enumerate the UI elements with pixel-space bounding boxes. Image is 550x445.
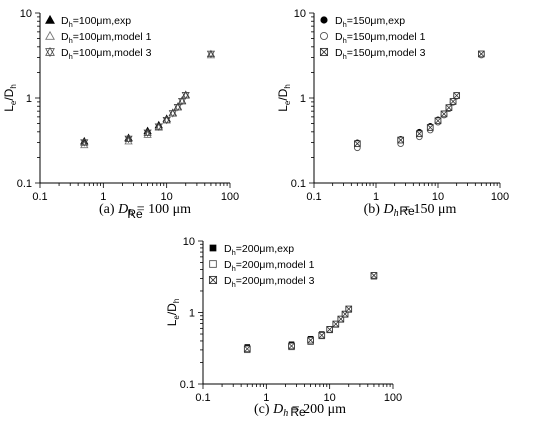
y-axis-label: Le/Dh (2, 84, 18, 112)
y-axis-label: Le/Dh (165, 299, 181, 327)
legend-marker (319, 47, 329, 57)
legend-marker (320, 16, 328, 24)
legend-label: Dh=150μm,model 1 (335, 31, 426, 45)
x-tick-label: 1 (100, 191, 106, 203)
x-tick-label: 0.1 (306, 191, 321, 203)
x-tick-label: 0.1 (195, 392, 210, 404)
data-point (206, 49, 216, 59)
legend: Dh=100μm,exp Dh=100μm,model 1 Dh=100μm,mod… (45, 14, 152, 61)
legend-marker (209, 260, 217, 268)
data-point (177, 96, 187, 106)
data-point (449, 98, 457, 105)
legend-label: Dh=100μm,exp (61, 15, 131, 29)
data-point (326, 326, 334, 333)
legend: Dh=200μm,exp Dh=200μm,model 1 Dh=200μm,mod… (208, 243, 315, 289)
data-point (173, 102, 182, 112)
x-tick-label: 100 (221, 191, 239, 203)
legend-marker (208, 275, 218, 285)
series-star (80, 49, 216, 147)
legend-marker (45, 30, 55, 40)
x-tick-label: 1 (373, 191, 379, 203)
x-tick-label: 100 (384, 392, 402, 404)
series-triangle-filled (80, 90, 190, 145)
panel-caption: (a) Dh = 100 μm (99, 202, 191, 219)
x-tick-label: 0.1 (32, 191, 47, 203)
data-point (80, 138, 89, 147)
x-tick-label: 10 (324, 392, 336, 404)
legend-marker (209, 244, 217, 252)
legend-label: Dh=200μm,model 3 (224, 275, 315, 289)
y-tick-label: 10 (294, 8, 306, 20)
legend-marker (319, 31, 329, 41)
y-tick-label: 1 (300, 93, 306, 105)
data-point (434, 117, 442, 125)
y-tick-label: 0.1 (17, 178, 32, 190)
legend-marker (45, 46, 55, 58)
data-point (143, 128, 152, 137)
chart-panel: 0.1 1 10 1000.1110ReLe/DhDh=150μm,expDh=150… (276, 8, 509, 219)
x-axis-label: Re (127, 207, 143, 221)
y-tick-label: 1 (189, 308, 195, 320)
data-point (143, 130, 152, 138)
data-point (181, 90, 190, 100)
legend-label: Dh=100μm,model 3 (61, 47, 152, 61)
legend: Dh=150μm,exp Dh=150μm,model 1 Dh=150μm,mod… (319, 15, 426, 61)
data-point (415, 130, 423, 138)
data-point (477, 50, 485, 58)
y-tick-label: 0.1 (180, 379, 195, 391)
data-point (307, 336, 314, 344)
data-point (124, 136, 133, 145)
x-tick-label: 1 (263, 392, 269, 404)
y-tick-label: 10 (20, 8, 32, 20)
data-point (332, 320, 340, 328)
data-point (80, 140, 89, 149)
data-point (243, 345, 251, 353)
chart-panel: 0.1 1 10 1000.1110ReLe/DhDh=100μm,expDh=100… (2, 8, 239, 221)
data-point (426, 124, 434, 131)
x-tick-label: 100 (491, 191, 509, 203)
series-square-filled (244, 306, 352, 350)
data-point (318, 331, 326, 339)
data-point (162, 115, 171, 125)
panel-caption: (c) Dh = 200 μm (254, 402, 346, 419)
y-tick-label: 10 (183, 236, 195, 248)
data-point (397, 136, 405, 144)
data-point (353, 140, 361, 148)
series-triangle-open (80, 50, 216, 149)
series-square-x (353, 50, 485, 148)
data-point (445, 104, 453, 111)
legend-label: Dh=150μm,exp (335, 15, 405, 29)
x-tick-label: 10 (432, 191, 444, 203)
chart-panel: 0.1 1 10 1000.1110ReLe/DhDh=200μm,expDh=200… (165, 236, 402, 419)
data-point (168, 109, 177, 118)
legend-label: Dh=200μm,model 1 (224, 259, 315, 273)
legend-marker (45, 14, 55, 24)
data-point (288, 342, 295, 350)
legend-label: Dh=150μm,model 3 (335, 47, 426, 61)
data-point (345, 305, 353, 313)
series-circle-filled (354, 92, 460, 146)
x-axis-label: Re (399, 204, 415, 218)
y-tick-label: 0.1 (291, 178, 306, 190)
legend-label: Dh=100μm,model 1 (61, 31, 152, 45)
x-axis-label: Re (290, 405, 306, 419)
x-tick-label: 10 (161, 191, 173, 203)
panel-caption: (b) Dh = 150 μm (364, 202, 457, 219)
y-tick-label: 1 (26, 93, 32, 105)
series-square-x (243, 272, 378, 353)
data-point (124, 134, 133, 144)
data-point (440, 110, 448, 118)
y-axis-label: Le/Dh (276, 84, 292, 112)
legend-label: Dh=200μm,exp (224, 243, 294, 257)
data-point (370, 272, 378, 279)
data-point (154, 122, 163, 131)
data-point (453, 92, 461, 99)
